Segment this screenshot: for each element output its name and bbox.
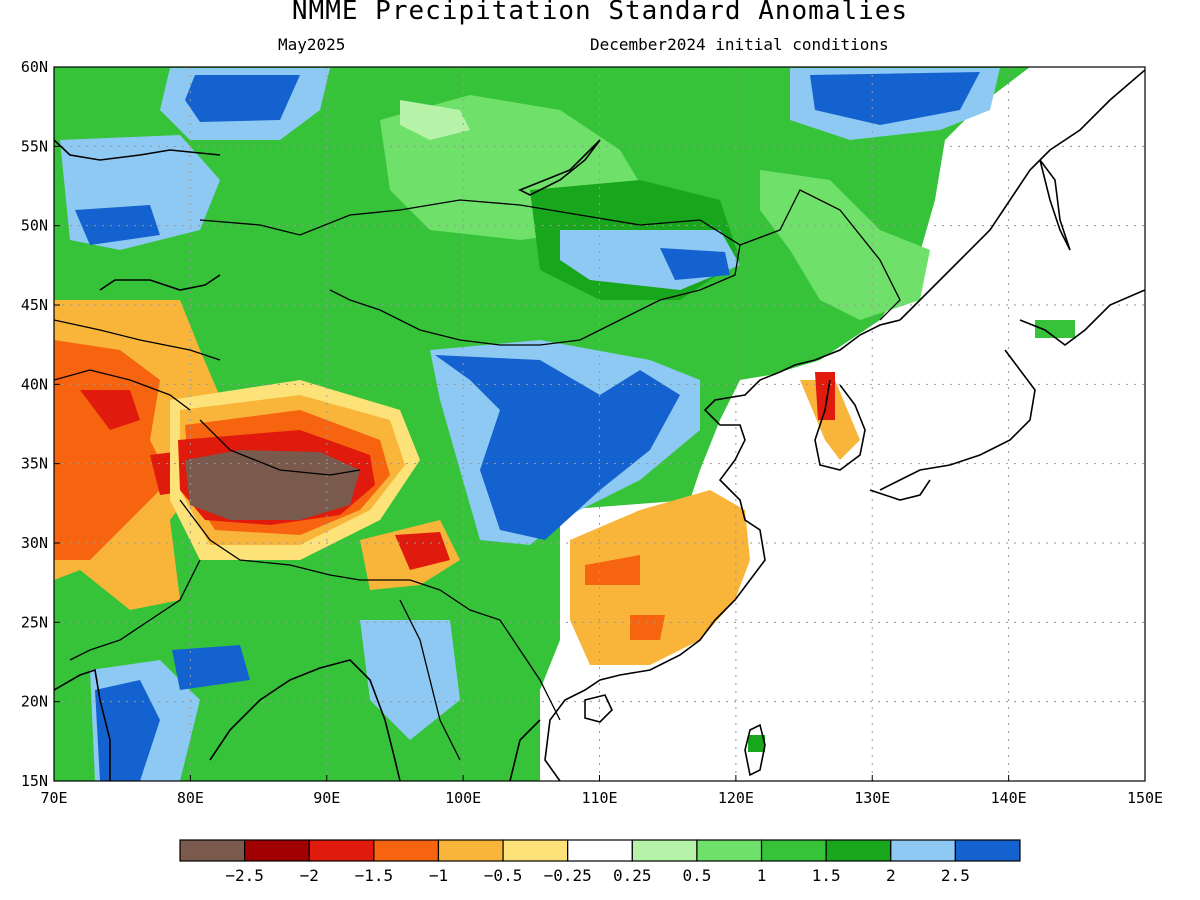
lat-tick-label: 25N — [21, 613, 48, 631]
colorbar-swatch — [760, 839, 827, 862]
lon-tick-label: 90E — [313, 789, 340, 807]
anomaly-field — [54, 67, 1145, 781]
colorbar-label: −1 — [429, 866, 448, 885]
target-month-label: May2025 — [278, 35, 346, 54]
lon-tick-label: 100E — [445, 789, 481, 807]
taiwan-wet-spot — [748, 735, 765, 752]
south-china-dry-strong — [585, 555, 640, 585]
lat-tick-label: 35N — [21, 455, 48, 473]
colorbar-swatch — [954, 839, 1021, 862]
south-china-dry-strong2 — [630, 615, 665, 640]
japan-wet-spot — [1035, 320, 1075, 338]
lon-tick-label: 140E — [991, 789, 1027, 807]
colorbar-swatch — [631, 839, 698, 862]
colorbar-swatch — [308, 839, 375, 862]
lon-tick-label: 150E — [1127, 789, 1163, 807]
korea-dry-core — [815, 372, 835, 420]
colorbar-label: 1.5 — [812, 866, 841, 885]
latitude-labels: 15N 20N 25N 30N 35N 40N 45N 50N 55N 60N — [21, 58, 60, 790]
lat-tick-label: 15N — [21, 772, 48, 790]
colorbar-label: −1.5 — [355, 866, 394, 885]
lon-tick-label: 70E — [40, 789, 67, 807]
very-wet-myanmar — [360, 620, 460, 740]
very-wet-north-china-core — [435, 355, 680, 540]
very-wet-north-1-core — [185, 75, 300, 122]
lat-tick-label: 30N — [21, 534, 48, 552]
dry-west-strong — [54, 340, 170, 560]
lat-tick-label: 60N — [21, 58, 48, 76]
colorbar-swatch — [696, 839, 763, 862]
very-wet-west-core — [75, 205, 160, 245]
colorbar-swatch — [567, 839, 633, 862]
colorbar-label: −0.5 — [484, 866, 523, 885]
dry-west-core — [80, 390, 140, 430]
lat-tick-label: 20N — [21, 693, 48, 711]
colorbar-label: −2.5 — [225, 866, 264, 885]
tibet-dry-extreme — [185, 450, 360, 520]
wet-region-light — [400, 100, 470, 140]
colorbar-swatch — [890, 839, 956, 862]
colorbar-label: 2.5 — [941, 866, 970, 885]
colorbar-swatch — [437, 839, 504, 862]
colorbar-swatch — [244, 839, 310, 862]
lon-tick-label: 130E — [854, 789, 890, 807]
very-wet-south-asia-core — [95, 680, 160, 781]
lon-tick-label: 110E — [581, 789, 617, 807]
colorbar-swatch — [502, 839, 569, 862]
south-china-dry — [570, 490, 750, 665]
lat-tick-label: 50N — [21, 217, 48, 235]
graticule — [54, 67, 1145, 781]
colorbar-label: −0.25 — [544, 866, 592, 885]
colorbar-labels: −2.5 −2 −1.5 −1 −0.5 −0.25 0.25 0.5 1 1.5 2 2.5 — [225, 866, 969, 885]
lon-tick-label: 120E — [718, 789, 754, 807]
lat-tick-label: 45N — [21, 296, 48, 314]
colorbar-label: 0.5 — [682, 866, 711, 885]
country-borders — [54, 189, 901, 761]
longitude-labels: 70E 80E 90E 100E 110E 120E 130E 140E 150E — [40, 775, 1163, 807]
lat-tick-label: 55N — [21, 137, 48, 155]
very-wet-north-2-core — [810, 72, 980, 125]
colorbar-label: 0.25 — [613, 866, 652, 885]
wet-region-medium-ne — [760, 170, 930, 320]
colorbar-swatch — [179, 839, 246, 862]
se-tibet-dry-core — [395, 532, 450, 570]
colorbar-swatch — [373, 839, 440, 862]
colorbar-label: 1 — [757, 866, 767, 885]
colorbar — [179, 839, 1021, 862]
very-wet-myanmar-core — [172, 645, 250, 690]
initial-conditions-label: December2024 initial conditions — [590, 35, 889, 54]
very-wet-mongolia-core — [660, 248, 730, 280]
colorbar-swatch — [825, 839, 892, 862]
chart-title: NMME Precipitation Standard Anomalies — [291, 0, 909, 26]
lon-tick-label: 80E — [177, 789, 204, 807]
colorbar-label: −2 — [300, 866, 319, 885]
lat-tick-label: 40N — [21, 375, 48, 393]
coastlines — [54, 69, 1145, 781]
colorbar-label: 2 — [886, 866, 896, 885]
